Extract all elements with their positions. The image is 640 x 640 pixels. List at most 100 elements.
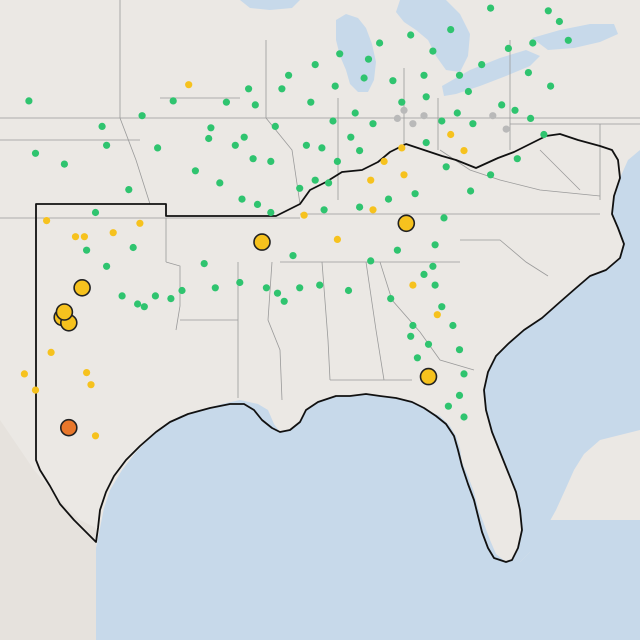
- map-marker-green[interactable]: [511, 106, 519, 114]
- map-marker-green[interactable]: [140, 303, 148, 311]
- map-marker-gray[interactable]: [393, 114, 401, 122]
- map-marker-green[interactable]: [207, 124, 215, 132]
- map-marker-green[interactable]: [280, 297, 288, 305]
- map-marker-green[interactable]: [487, 171, 495, 179]
- map-marker-green[interactable]: [409, 321, 417, 330]
- map-marker-green[interactable]: [407, 31, 415, 39]
- map-marker-green[interactable]: [333, 157, 341, 165]
- map-marker-green[interactable]: [547, 82, 555, 90]
- map-marker-green[interactable]: [460, 413, 468, 421]
- map-marker-yellow[interactable]: [398, 144, 406, 152]
- map-marker-green[interactable]: [438, 117, 446, 125]
- map-marker-green[interactable]: [422, 139, 430, 147]
- map-marker-green[interactable]: [356, 147, 364, 155]
- map-marker-green[interactable]: [103, 141, 111, 149]
- map-marker-green[interactable]: [169, 97, 177, 105]
- map-marker-yellow[interactable]: [136, 219, 144, 227]
- map-marker-yellow[interactable]: [447, 130, 455, 139]
- map-marker-green[interactable]: [438, 303, 446, 311]
- map-marker-green[interactable]: [351, 109, 359, 117]
- map-marker-green[interactable]: [320, 206, 328, 214]
- map-marker-green[interactable]: [216, 179, 224, 187]
- map-marker-green[interactable]: [302, 141, 310, 149]
- map-marker-yellow[interactable]: [397, 214, 416, 233]
- map-marker-green[interactable]: [245, 85, 253, 93]
- map-marker-yellow[interactable]: [369, 206, 377, 214]
- map-marker-yellow[interactable]: [43, 217, 51, 225]
- map-marker-green[interactable]: [555, 17, 564, 26]
- map-marker-green[interactable]: [442, 163, 450, 171]
- map-marker-green[interactable]: [154, 144, 162, 152]
- map-marker-green[interactable]: [440, 214, 448, 222]
- map-marker-green[interactable]: [431, 281, 439, 289]
- map-marker-green[interactable]: [540, 130, 548, 139]
- map-marker-green[interactable]: [318, 144, 326, 152]
- map-marker-yellow[interactable]: [80, 233, 88, 241]
- map-marker-green[interactable]: [240, 133, 248, 141]
- map-marker-yellow[interactable]: [409, 281, 417, 289]
- map-marker-green[interactable]: [167, 295, 175, 303]
- map-marker-green[interactable]: [429, 262, 437, 270]
- map-marker-green[interactable]: [273, 289, 282, 297]
- map-marker-green[interactable]: [389, 77, 397, 85]
- map-marker-green[interactable]: [344, 286, 353, 295]
- map-marker-green[interactable]: [420, 71, 428, 79]
- map-marker-green[interactable]: [267, 157, 275, 165]
- map-marker-green[interactable]: [200, 260, 208, 268]
- map-marker-green[interactable]: [411, 190, 419, 198]
- map-marker-green[interactable]: [455, 391, 464, 399]
- map-marker-green[interactable]: [316, 281, 324, 289]
- map-marker-green[interactable]: [336, 50, 344, 58]
- map-marker-green[interactable]: [103, 262, 111, 270]
- map-marker-yellow[interactable]: [91, 432, 100, 440]
- map-marker-green[interactable]: [527, 114, 535, 122]
- map-marker-green[interactable]: [422, 93, 430, 101]
- map-marker-yellow[interactable]: [400, 171, 408, 179]
- map-marker-green[interactable]: [347, 133, 355, 141]
- map-marker-green[interactable]: [564, 36, 572, 44]
- map-marker-green[interactable]: [285, 71, 293, 79]
- map-marker-yellow[interactable]: [253, 233, 271, 251]
- map-marker-green[interactable]: [393, 246, 401, 254]
- map-marker-green[interactable]: [231, 141, 239, 149]
- map-marker-green[interactable]: [449, 321, 457, 330]
- map-marker-green[interactable]: [464, 87, 472, 96]
- map-marker-green[interactable]: [118, 292, 126, 300]
- map-marker-green[interactable]: [134, 300, 142, 308]
- map-marker-green[interactable]: [447, 26, 455, 34]
- map-marker-orange[interactable]: [60, 418, 78, 437]
- map-marker-yellow[interactable]: [20, 370, 28, 378]
- map-marker-gray[interactable]: [400, 106, 408, 114]
- map-marker-green[interactable]: [420, 270, 428, 278]
- map-marker-green[interactable]: [398, 98, 406, 106]
- map-marker-green[interactable]: [329, 117, 337, 125]
- map-marker-green[interactable]: [91, 208, 100, 217]
- map-marker-green[interactable]: [325, 179, 333, 187]
- map-marker-gray[interactable]: [409, 120, 417, 128]
- map-marker-green[interactable]: [431, 241, 439, 249]
- map-marker-green[interactable]: [278, 85, 286, 93]
- map-marker-yellow[interactable]: [31, 386, 40, 394]
- map-marker-green[interactable]: [504, 44, 512, 53]
- map-marker-green[interactable]: [125, 186, 133, 194]
- map-marker-gray[interactable]: [420, 112, 428, 120]
- map-marker-green[interactable]: [444, 402, 452, 410]
- map-marker-green[interactable]: [469, 120, 477, 128]
- map-marker-yellow[interactable]: [300, 211, 308, 219]
- map-marker-yellow[interactable]: [83, 369, 91, 377]
- map-marker-green[interactable]: [31, 149, 40, 157]
- map-marker-yellow[interactable]: [73, 278, 91, 297]
- map-marker-green[interactable]: [205, 134, 213, 143]
- map-marker-green[interactable]: [311, 61, 319, 69]
- map-marker-green[interactable]: [413, 354, 421, 362]
- map-marker-green[interactable]: [311, 176, 319, 184]
- map-marker-green[interactable]: [356, 203, 364, 211]
- map-marker-yellow[interactable]: [419, 367, 438, 386]
- map-marker-green[interactable]: [178, 286, 186, 295]
- map-marker-green[interactable]: [455, 71, 464, 79]
- map-marker-green[interactable]: [251, 101, 259, 109]
- map-marker-green[interactable]: [453, 109, 461, 117]
- map-marker-green[interactable]: [407, 332, 415, 340]
